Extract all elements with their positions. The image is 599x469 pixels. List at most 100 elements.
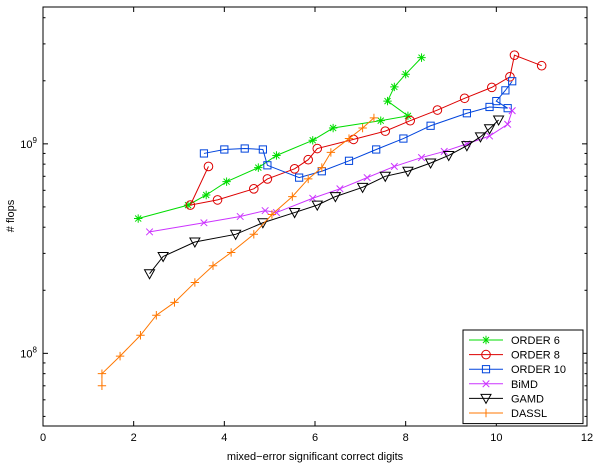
data-point-order-10 bbox=[263, 161, 272, 170]
data-point-bimd bbox=[336, 185, 344, 193]
data-point-order-10 bbox=[503, 104, 512, 113]
data-point-order-6 bbox=[254, 163, 263, 172]
data-point-gamd bbox=[379, 171, 392, 183]
legend-label: ORDER 10 bbox=[511, 364, 566, 376]
data-point-order-6 bbox=[417, 53, 426, 62]
data-point-bimd bbox=[200, 219, 208, 227]
data-point-order-8 bbox=[487, 82, 497, 93]
data-point-dassl bbox=[208, 261, 218, 270]
data-point-order-8 bbox=[405, 115, 416, 126]
data-point-order-10 bbox=[399, 134, 408, 143]
data-point-bimd bbox=[508, 107, 516, 115]
data-point-dassl bbox=[369, 113, 379, 123]
data-point-bimd bbox=[145, 228, 154, 236]
x-tick-label: 10 bbox=[490, 432, 502, 444]
data-point-dassl bbox=[358, 123, 367, 133]
series-line-order-8 bbox=[189, 54, 542, 206]
y-tick-label: 108 bbox=[20, 345, 37, 360]
data-point-dassl bbox=[344, 134, 354, 143]
data-point-gamd bbox=[424, 158, 437, 170]
series-dassl bbox=[97, 113, 379, 390]
legend-marker bbox=[481, 365, 491, 374]
legend-item-order-8: ORDER 8 bbox=[469, 350, 560, 362]
data-point-order-8 bbox=[289, 164, 300, 174]
data-point-order-6 bbox=[390, 82, 399, 92]
data-point-order-10 bbox=[508, 77, 517, 86]
legend-label: BiMD bbox=[511, 379, 538, 391]
y-axis-label: # flops bbox=[5, 199, 17, 232]
data-point-bimd bbox=[390, 162, 398, 171]
series-line-dassl bbox=[101, 117, 375, 386]
x-tick-label: 8 bbox=[403, 432, 409, 444]
data-point-dassl bbox=[136, 331, 145, 340]
data-point-dassl bbox=[249, 230, 258, 239]
series-gamd bbox=[143, 115, 505, 280]
data-point-order-6 bbox=[272, 151, 281, 160]
legend-item-bimd: BiMD bbox=[469, 379, 538, 391]
data-point-gamd bbox=[229, 229, 242, 241]
legend-label: GAMD bbox=[511, 393, 544, 405]
legend-item-dassl: DASSL bbox=[469, 408, 547, 420]
data-point-order-8 bbox=[509, 50, 520, 60]
data-point-order-10 bbox=[199, 149, 209, 158]
data-point-bimd bbox=[417, 153, 426, 162]
data-point-order-6 bbox=[328, 123, 338, 133]
legend-marker bbox=[480, 393, 492, 405]
x-tick-label: 12 bbox=[581, 432, 593, 444]
legend-box bbox=[462, 329, 584, 425]
legend-marker bbox=[482, 380, 490, 388]
data-point-order-8 bbox=[262, 174, 273, 184]
data-point-order-10 bbox=[426, 121, 435, 130]
data-point-gamd bbox=[474, 132, 487, 143]
data-point-bimd bbox=[363, 173, 371, 182]
legend: ORDER 6 ORDER 8 ORDER 10 BiMD GAMD DASSL bbox=[462, 329, 584, 425]
legend-marker bbox=[481, 408, 491, 418]
legend-label: ORDER 8 bbox=[511, 350, 560, 362]
data-point-dassl bbox=[190, 278, 200, 287]
data-point-gamd bbox=[483, 124, 496, 135]
data-point-gamd bbox=[492, 115, 505, 127]
data-point-order-8 bbox=[303, 154, 314, 165]
data-point-bimd bbox=[504, 120, 512, 128]
data-point-order-10 bbox=[240, 144, 249, 153]
data-point-order-8 bbox=[249, 184, 259, 194]
data-point-bimd bbox=[309, 194, 317, 202]
data-point-dassl bbox=[267, 210, 277, 219]
data-point-order-6 bbox=[183, 200, 193, 210]
x-tick-label: 2 bbox=[131, 432, 137, 444]
series-line-order-6 bbox=[138, 57, 422, 220]
data-point-dassl bbox=[115, 351, 125, 361]
series-layer bbox=[97, 50, 547, 390]
data-point-gamd bbox=[288, 208, 301, 219]
data-point-order-10 bbox=[220, 145, 229, 154]
data-point-dassl bbox=[97, 369, 107, 378]
data-point-order-6 bbox=[401, 70, 410, 79]
data-point-dassl bbox=[97, 381, 107, 390]
data-point-dassl bbox=[170, 298, 179, 307]
legend-item-order-6: ORDER 6 bbox=[469, 335, 560, 347]
data-point-order-10 bbox=[485, 102, 494, 112]
data-point-gamd bbox=[143, 269, 156, 280]
legend-label: ORDER 6 bbox=[511, 335, 560, 347]
data-point-dassl bbox=[152, 311, 161, 320]
x-tick-label: 4 bbox=[221, 432, 227, 444]
data-point-order-6 bbox=[202, 190, 211, 200]
axes-layer: 0 2 4 6 8 10 12 108 109 bbox=[20, 6, 593, 444]
data-point-dassl bbox=[317, 163, 326, 172]
series-order-8 bbox=[185, 50, 547, 210]
data-point-bimd bbox=[485, 132, 494, 140]
x-tick-label: 6 bbox=[312, 432, 318, 444]
data-point-order-10 bbox=[372, 145, 381, 154]
data-point-order-8 bbox=[459, 93, 470, 104]
data-point-order-6 bbox=[222, 177, 231, 186]
x-tick-label: 0 bbox=[40, 432, 46, 444]
data-point-order-6 bbox=[308, 136, 317, 145]
data-point-order-10 bbox=[344, 156, 354, 165]
data-point-gamd bbox=[329, 192, 342, 203]
data-point-order-10 bbox=[295, 173, 304, 182]
legend-label: DASSL bbox=[511, 408, 547, 420]
data-point-gamd bbox=[356, 182, 369, 194]
data-point-gamd bbox=[257, 218, 269, 229]
data-point-gamd bbox=[442, 150, 455, 162]
